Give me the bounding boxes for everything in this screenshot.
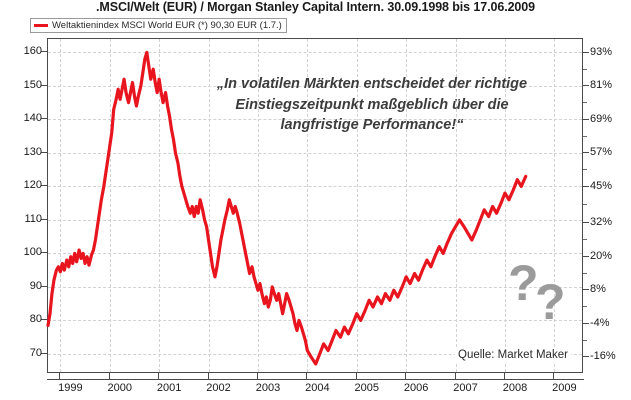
x-tick-mark: [355, 373, 357, 380]
x-tick-mark: [59, 373, 61, 380]
y-tick-mark-left: [41, 252, 47, 254]
x-tick-label: 2008: [502, 382, 528, 394]
y-tick-mark-left: [41, 218, 47, 220]
x-tick-label: 1999: [58, 382, 83, 394]
y-tick-mark-left: [41, 352, 47, 354]
y-tick-mark-right-minor: [583, 339, 587, 341]
y-tick-label-left: 130: [23, 145, 42, 158]
x-tick-mark: [553, 373, 555, 380]
x-tick-mark: [108, 373, 110, 380]
legend-color-swatch: [34, 24, 48, 27]
y-tick-label-right: 69%: [590, 112, 613, 125]
y-tick-mark-left: [41, 285, 47, 287]
y-tick-label-right: 57%: [590, 146, 613, 159]
legend: Weltaktienindex MSCI World EUR (*) 90,30…: [30, 18, 287, 33]
y-tick-label-right: 45%: [590, 179, 613, 192]
y-tick-mark-right: [583, 289, 589, 291]
y-tick-mark-left: [41, 118, 47, 120]
y-tick-label-right: 20%: [590, 249, 613, 262]
x-tick-mark: [405, 373, 407, 380]
x-tick-mark: [158, 373, 160, 380]
y-tick-label-left: 100: [23, 246, 42, 259]
question-mark-icon-2: ?: [535, 274, 566, 330]
x-tick-label: 2006: [403, 382, 429, 394]
y-tick-mark-right: [583, 51, 589, 53]
x-tick-mark: [454, 373, 456, 380]
y-tick-mark-right-minor: [583, 272, 587, 274]
x-tick-mark: [256, 373, 258, 380]
y-tick-mark-right: [583, 356, 589, 358]
y-tick-mark-right: [583, 85, 589, 87]
y-tick-mark-right-minor: [583, 306, 587, 307]
chart-title: .MSCI/Welt (EUR) / Morgan Stanley Capita…: [96, 0, 535, 14]
x-axis-line: [47, 379, 584, 380]
x-tick-label: 2001: [156, 382, 182, 394]
x-tick-label: 2002: [206, 382, 231, 394]
question-mark-icon-1: ?: [508, 255, 539, 311]
y-tick-label-right: -4%: [590, 316, 610, 329]
x-tick-label: 2007: [453, 382, 478, 394]
y-tick-mark-left: [41, 51, 47, 53]
y-tick-mark-left: [41, 84, 47, 86]
y-tick-mark-right-minor: [583, 169, 587, 171]
y-tick-mark-right-minor: [583, 102, 587, 104]
y-tick-label-left: 160: [23, 45, 42, 58]
y-tick-label-right: 32%: [590, 216, 613, 229]
y-tick-mark-right: [583, 118, 589, 120]
y-tick-label-left: 150: [23, 78, 42, 91]
y-tick-mark-right: [583, 185, 589, 187]
y-tick-mark-left: [41, 151, 47, 153]
x-tick-label: 2003: [255, 382, 281, 394]
x-tick-label: 2000: [107, 382, 132, 394]
y-tick-label-left: 90: [29, 279, 42, 292]
x-tick-label: 2004: [305, 382, 330, 394]
x-tick-mark: [306, 373, 308, 380]
y-tick-mark-left: [41, 319, 47, 321]
annotation-quote: „In volatilen Märkten entscheidet der ri…: [176, 74, 568, 136]
y-tick-label-left: 80: [29, 313, 42, 326]
y-tick-mark-right: [583, 152, 589, 154]
y-tick-mark-right-minor: [583, 68, 587, 70]
annotation-line-2: Einstiegszeitpunkt maßgeblich über die: [235, 96, 509, 113]
source-label: Quelle: Market Maker: [455, 348, 571, 362]
y-tick-label-left: 70: [29, 346, 42, 359]
y-tick-mark-right: [583, 255, 589, 257]
y-tick-mark-right: [583, 222, 589, 224]
x-tick-label: 2005: [354, 382, 379, 394]
y-tick-label-left: 140: [23, 112, 42, 125]
y-tick-label-right: -16%: [590, 350, 616, 363]
x-tick-label: 2009: [552, 382, 577, 394]
series-line-msci-world: [46, 50, 528, 366]
annotation-line-3: langfristige Performance!“: [280, 117, 464, 134]
annotation-line-1: „In volatilen Märkten entscheidet der ri…: [216, 76, 528, 92]
y-tick-label-right: 8%: [590, 283, 606, 296]
y-tick-mark-right-minor: [583, 135, 587, 137]
y-tick-mark-right-minor: [583, 239, 587, 240]
y-tick-mark-right-minor: [583, 204, 587, 206]
x-tick-mark: [207, 373, 209, 380]
y-tick-mark-right: [583, 322, 589, 324]
y-tick-label-left: 120: [23, 179, 42, 192]
y-tick-label-right: 93%: [590, 45, 613, 58]
y-tick-mark-left: [41, 185, 47, 187]
x-tick-mark: [503, 373, 505, 380]
y-tick-label-right: 81%: [590, 79, 613, 92]
y-tick-label-left: 110: [24, 212, 42, 225]
legend-label: Weltaktienindex MSCI World EUR (*) 90,30…: [52, 19, 282, 31]
